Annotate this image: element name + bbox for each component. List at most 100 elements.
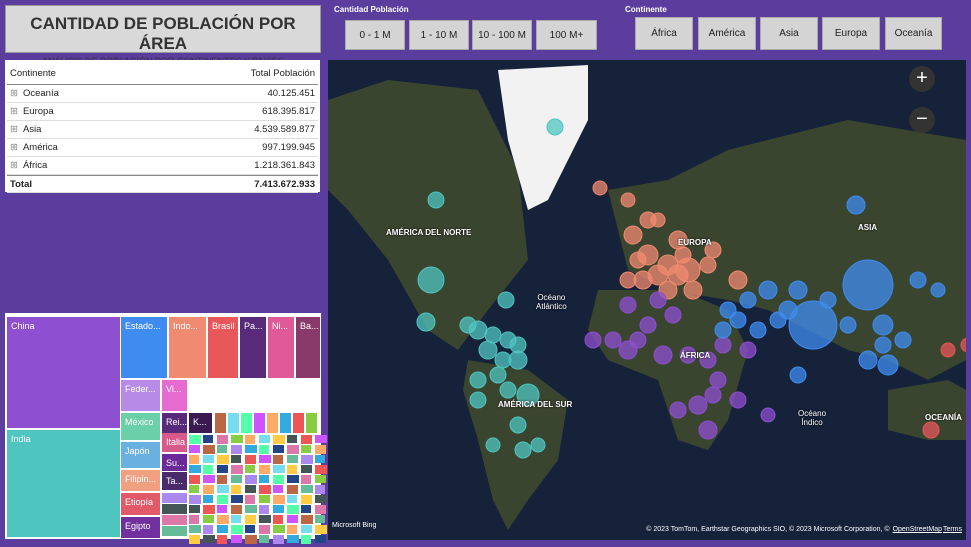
treemap-small-tile[interactable] [245,525,255,533]
map-bubble[interactable] [653,345,673,365]
map-bubble[interactable] [688,395,708,415]
expand-icon[interactable]: ⊞ [10,142,18,153]
treemap-tile[interactable]: K... [189,413,212,433]
treemap-small-tile[interactable] [259,465,270,474]
map-bubble[interactable] [633,270,653,290]
treemap-small-tile[interactable] [287,525,297,534]
treemap-tile[interactable]: Indo... [169,317,206,378]
expand-icon[interactable]: ⊞ [10,160,18,171]
treemap-small-tile[interactable] [245,535,257,544]
treemap-small-tile[interactable] [231,515,241,523]
treemap-small-tile[interactable] [203,465,213,474]
map-bubble[interactable] [842,259,894,311]
treemap-tile[interactable]: Italia [162,433,187,452]
treemap-tile[interactable]: Ba... [296,317,320,378]
treemap-small-tile[interactable] [301,455,313,464]
treemap-small-tile[interactable] [315,455,325,463]
treemap-small-tile[interactable] [203,485,214,494]
treemap-small-tile[interactable] [217,455,229,464]
map-bubble[interactable] [872,314,894,336]
treemap-small-tile[interactable] [287,485,298,494]
treemap-small-tile[interactable] [301,525,312,533]
treemap-small-tile[interactable] [217,525,228,533]
filter-button[interactable]: Oceanía [885,17,942,50]
treemap-small-tile[interactable] [259,475,269,483]
treemap-small-tile[interactable] [259,435,270,443]
treemap-small-tile[interactable] [273,535,284,544]
filter-button[interactable]: 0 - 1 M [345,20,405,50]
treemap-small-tile[interactable] [259,515,271,523]
treemap-small-tile[interactable] [245,515,256,524]
treemap-small-tile[interactable] [315,535,326,543]
map-bubble[interactable] [704,241,722,259]
map-bubble[interactable] [619,271,637,289]
treemap-small-tile[interactable] [301,495,312,504]
map-bubble[interactable] [839,316,857,334]
map-bubble[interactable] [637,244,659,266]
map-bubble[interactable] [619,296,637,314]
treemap-small-tile[interactable] [287,465,297,474]
treemap-small-tile[interactable] [315,485,325,494]
treemap-small-tile[interactable] [203,435,213,443]
treemap-small-tile[interactable] [241,413,252,433]
map-bubble[interactable] [874,336,892,354]
expand-icon[interactable]: ⊞ [10,124,18,135]
treemap-small-tile[interactable] [245,465,255,473]
treemap-small-tile[interactable] [245,435,255,444]
treemap-tile[interactable]: Feder... [121,380,160,411]
treemap-tile[interactable]: México [121,413,160,440]
map-bubble[interactable] [788,300,838,350]
treemap-tile[interactable]: Etiopía [121,493,160,515]
treemap-small-tile[interactable] [231,465,243,474]
map-bubble[interactable] [618,340,638,360]
treemap-small-tile[interactable] [259,485,271,494]
treemap-small-tile[interactable] [245,475,257,484]
map-bubble[interactable] [749,321,767,339]
treemap-small-tile[interactable] [162,526,187,536]
map-bubble[interactable] [683,280,703,300]
treemap-small-tile[interactable] [215,413,226,433]
map-bubble[interactable] [714,336,732,354]
treemap-small-tile[interactable] [273,485,283,493]
map-bubble[interactable] [649,291,667,309]
map-bubble[interactable] [639,211,657,229]
zoom-out[interactable]: − [909,107,935,133]
map-bubble[interactable] [489,366,507,384]
treemap-small-tile[interactable] [273,475,284,484]
treemap-small-tile[interactable] [259,455,271,463]
treemap-tile[interactable]: Japón [121,442,160,468]
treemap-tile[interactable]: Ta... [162,472,187,490]
treemap-small-tile[interactable] [245,445,257,453]
treemap-small-tile[interactable] [315,445,326,454]
treemap-small-tile[interactable] [231,535,242,543]
map-bubble[interactable] [922,421,940,439]
treemap-small-tile[interactable] [189,525,201,533]
treemap-small-tile[interactable] [189,455,199,464]
map-bubble[interactable] [675,257,701,283]
treemap-tile[interactable]: India [7,430,120,537]
map-bubble[interactable] [620,192,636,208]
treemap-tile[interactable]: China [7,317,120,428]
treemap-small-tile[interactable] [287,505,299,514]
treemap-small-tile[interactable] [301,515,313,524]
filter-button[interactable]: África [635,17,693,50]
treemap-small-tile[interactable] [203,525,213,534]
treemap-small-tile[interactable] [315,475,326,483]
treemap-small-tile[interactable] [267,413,278,433]
treemap-small-tile[interactable] [189,475,200,484]
map-bubble[interactable] [679,346,697,364]
treemap-small-tile[interactable] [245,485,256,493]
map-bubble[interactable] [417,266,445,294]
map-bubble[interactable] [858,350,878,370]
treemap-small-tile[interactable] [189,515,199,524]
treemap-small-tile[interactable] [203,505,215,514]
treemap-small-tile[interactable] [162,493,187,503]
treemap-small-tile[interactable] [301,485,313,493]
treemap-small-tile[interactable] [273,495,285,504]
treemap-small-tile[interactable] [217,445,227,453]
map-bubble[interactable] [416,312,436,332]
map-bubble[interactable] [709,371,727,389]
treemap-small-tile[interactable] [231,495,243,503]
treemap-small-tile[interactable] [189,495,201,504]
map-bubble[interactable] [894,331,912,349]
